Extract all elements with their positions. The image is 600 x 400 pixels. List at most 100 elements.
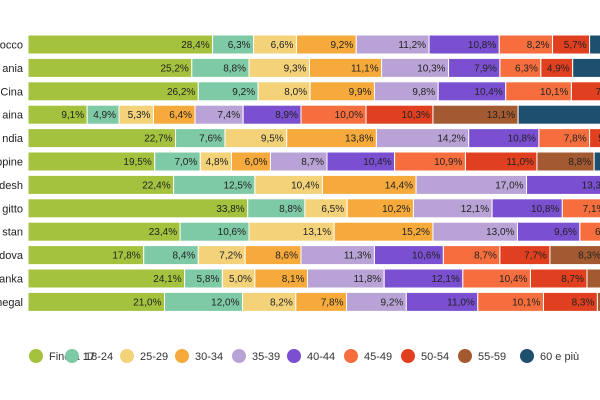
data-label: 13,3% xyxy=(582,180,600,191)
data-label: 10,1% xyxy=(512,297,540,308)
data-label: 22,7% xyxy=(144,134,172,145)
data-label: 11,3% xyxy=(344,251,372,262)
legend-label: 25-29 xyxy=(140,351,168,363)
data-label: 7,4% xyxy=(217,110,240,121)
data-label: 14,2% xyxy=(437,134,465,145)
data-label: 5,0% xyxy=(229,274,252,285)
bar-segment xyxy=(589,34,600,55)
row-label-11: negal xyxy=(0,297,23,309)
data-label: 14,4% xyxy=(385,180,413,191)
data-label: 10,1% xyxy=(540,87,568,98)
bar-segment xyxy=(570,81,600,102)
data-label: 7,7% xyxy=(596,87,600,98)
bar-segment xyxy=(549,245,600,266)
data-label: 11,2% xyxy=(398,40,426,51)
data-label: 17,0% xyxy=(495,180,523,191)
data-label: 4,9% xyxy=(547,63,570,74)
data-label: 17,8% xyxy=(112,251,140,262)
data-label: 10,4% xyxy=(363,157,391,168)
data-label: 6,3% xyxy=(595,227,600,238)
data-label: 9,2% xyxy=(330,40,353,51)
data-label: 11,0% xyxy=(447,297,475,308)
bar-segment xyxy=(572,57,600,78)
data-label: 19,5% xyxy=(123,157,151,168)
row-label-1: ania xyxy=(2,63,24,75)
data-label: 26,2% xyxy=(167,87,195,98)
data-label: 8,2% xyxy=(270,297,293,308)
legend-swatch xyxy=(344,349,358,363)
row-label-10: anka xyxy=(0,274,24,286)
legend-label: 35-39 xyxy=(252,351,280,363)
data-label: 8,3% xyxy=(572,297,595,308)
data-label: 25,2% xyxy=(160,63,188,74)
data-label: 6,3% xyxy=(515,63,538,74)
legend-swatch xyxy=(520,349,534,363)
row-label-6: desh xyxy=(0,180,23,192)
data-label: 9,9% xyxy=(349,87,372,98)
bar-segment xyxy=(586,268,600,289)
data-label: 10,4% xyxy=(474,87,502,98)
bar-segment xyxy=(526,174,600,195)
data-label: 13,1% xyxy=(487,110,515,121)
data-label: 7,0% xyxy=(174,157,197,168)
legend-swatch xyxy=(175,349,189,363)
data-label: 12,1% xyxy=(461,204,489,215)
data-label: 7,7% xyxy=(524,251,547,262)
row-label-9: dova xyxy=(0,250,24,262)
data-label: 12,0% xyxy=(211,297,239,308)
data-label: 6,5% xyxy=(321,204,344,215)
row-label-7: gitto xyxy=(2,203,23,215)
data-label: 12,1% xyxy=(431,274,459,285)
data-label: 4,9% xyxy=(93,110,116,121)
data-label: 10,8% xyxy=(468,40,496,51)
bar-segment xyxy=(596,291,600,312)
data-label: 13,8% xyxy=(345,134,373,145)
data-label: 6,4% xyxy=(169,110,192,121)
data-label: 9,6% xyxy=(554,227,577,238)
data-label: 7,2% xyxy=(219,251,242,262)
data-label: 5,8% xyxy=(197,274,220,285)
bar-segment xyxy=(517,104,600,125)
legend-label: 60 e più xyxy=(540,351,579,363)
data-label: 8,0% xyxy=(284,87,307,98)
legend-swatch xyxy=(29,349,43,363)
data-label: 6,6% xyxy=(271,40,294,51)
data-label: 6,3% xyxy=(228,40,251,51)
bar-segment xyxy=(27,198,249,219)
data-label: 23,4% xyxy=(149,227,177,238)
bar-segment xyxy=(589,128,600,149)
data-label: 10,6% xyxy=(218,227,246,238)
data-label: 24,1% xyxy=(153,274,181,285)
row-label-2: Cina xyxy=(0,86,24,98)
data-label: 8,1% xyxy=(282,274,305,285)
legend-swatch xyxy=(458,349,472,363)
legend-label: 18-24 xyxy=(85,351,113,363)
legend-swatch xyxy=(232,349,246,363)
legend-swatch xyxy=(401,349,415,363)
data-label: 9,8% xyxy=(412,87,435,98)
data-label: 8,7% xyxy=(561,274,584,285)
data-label: 8,8% xyxy=(279,204,302,215)
data-label: 7,1% xyxy=(583,204,600,215)
data-label: 13,0% xyxy=(486,227,514,238)
data-label: 10,9% xyxy=(434,157,462,168)
data-label: 8,4% xyxy=(173,251,196,262)
data-label: 11,8% xyxy=(354,274,382,285)
data-label: 10,8% xyxy=(508,134,536,145)
legend-label: 50-54 xyxy=(421,351,449,363)
data-label: 5,7% xyxy=(564,40,587,51)
data-label: 9,3% xyxy=(284,63,307,74)
legend-label: 55-59 xyxy=(478,351,506,363)
legend-swatch xyxy=(65,349,79,363)
row-labels: occo ania Cina aina ndia ppine desh gitto stan do… xyxy=(0,40,24,309)
data-label: 7,8% xyxy=(321,297,344,308)
data-label: 9,2% xyxy=(232,87,255,98)
legend-label: 40-44 xyxy=(307,351,335,363)
bar-segment xyxy=(561,198,600,219)
data-label: 21,0% xyxy=(133,297,161,308)
data-label: 7,9% xyxy=(474,63,497,74)
data-label: 33,8% xyxy=(216,204,244,215)
legend-swatch xyxy=(120,349,134,363)
data-label: 9,1% xyxy=(61,110,84,121)
